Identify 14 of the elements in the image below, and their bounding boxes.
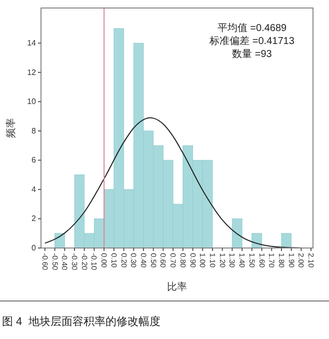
y-tick-label: 6 [32, 156, 37, 165]
y-tick-label: 8 [32, 126, 37, 136]
y-tick-label: 10 [27, 97, 37, 106]
annotation: 数量 =93 [232, 49, 272, 60]
annotation: 标准偏差 =0.41713 [208, 35, 295, 47]
y-tick-label: 2 [32, 214, 37, 224]
y-tick-label: 0 [32, 244, 37, 252]
annotation: 平均值 =0.4689 [217, 22, 288, 34]
y-tick-label: 12 [27, 68, 37, 77]
y-axis-title: 频率 [5, 118, 17, 138]
y-tick-label: 4 [32, 184, 37, 194]
x-axis-title: 比率 [167, 281, 187, 293]
y-tick-label: 14 [27, 38, 37, 48]
text: 图 4 地块层面容积率的修改幅度 [2, 315, 160, 328]
